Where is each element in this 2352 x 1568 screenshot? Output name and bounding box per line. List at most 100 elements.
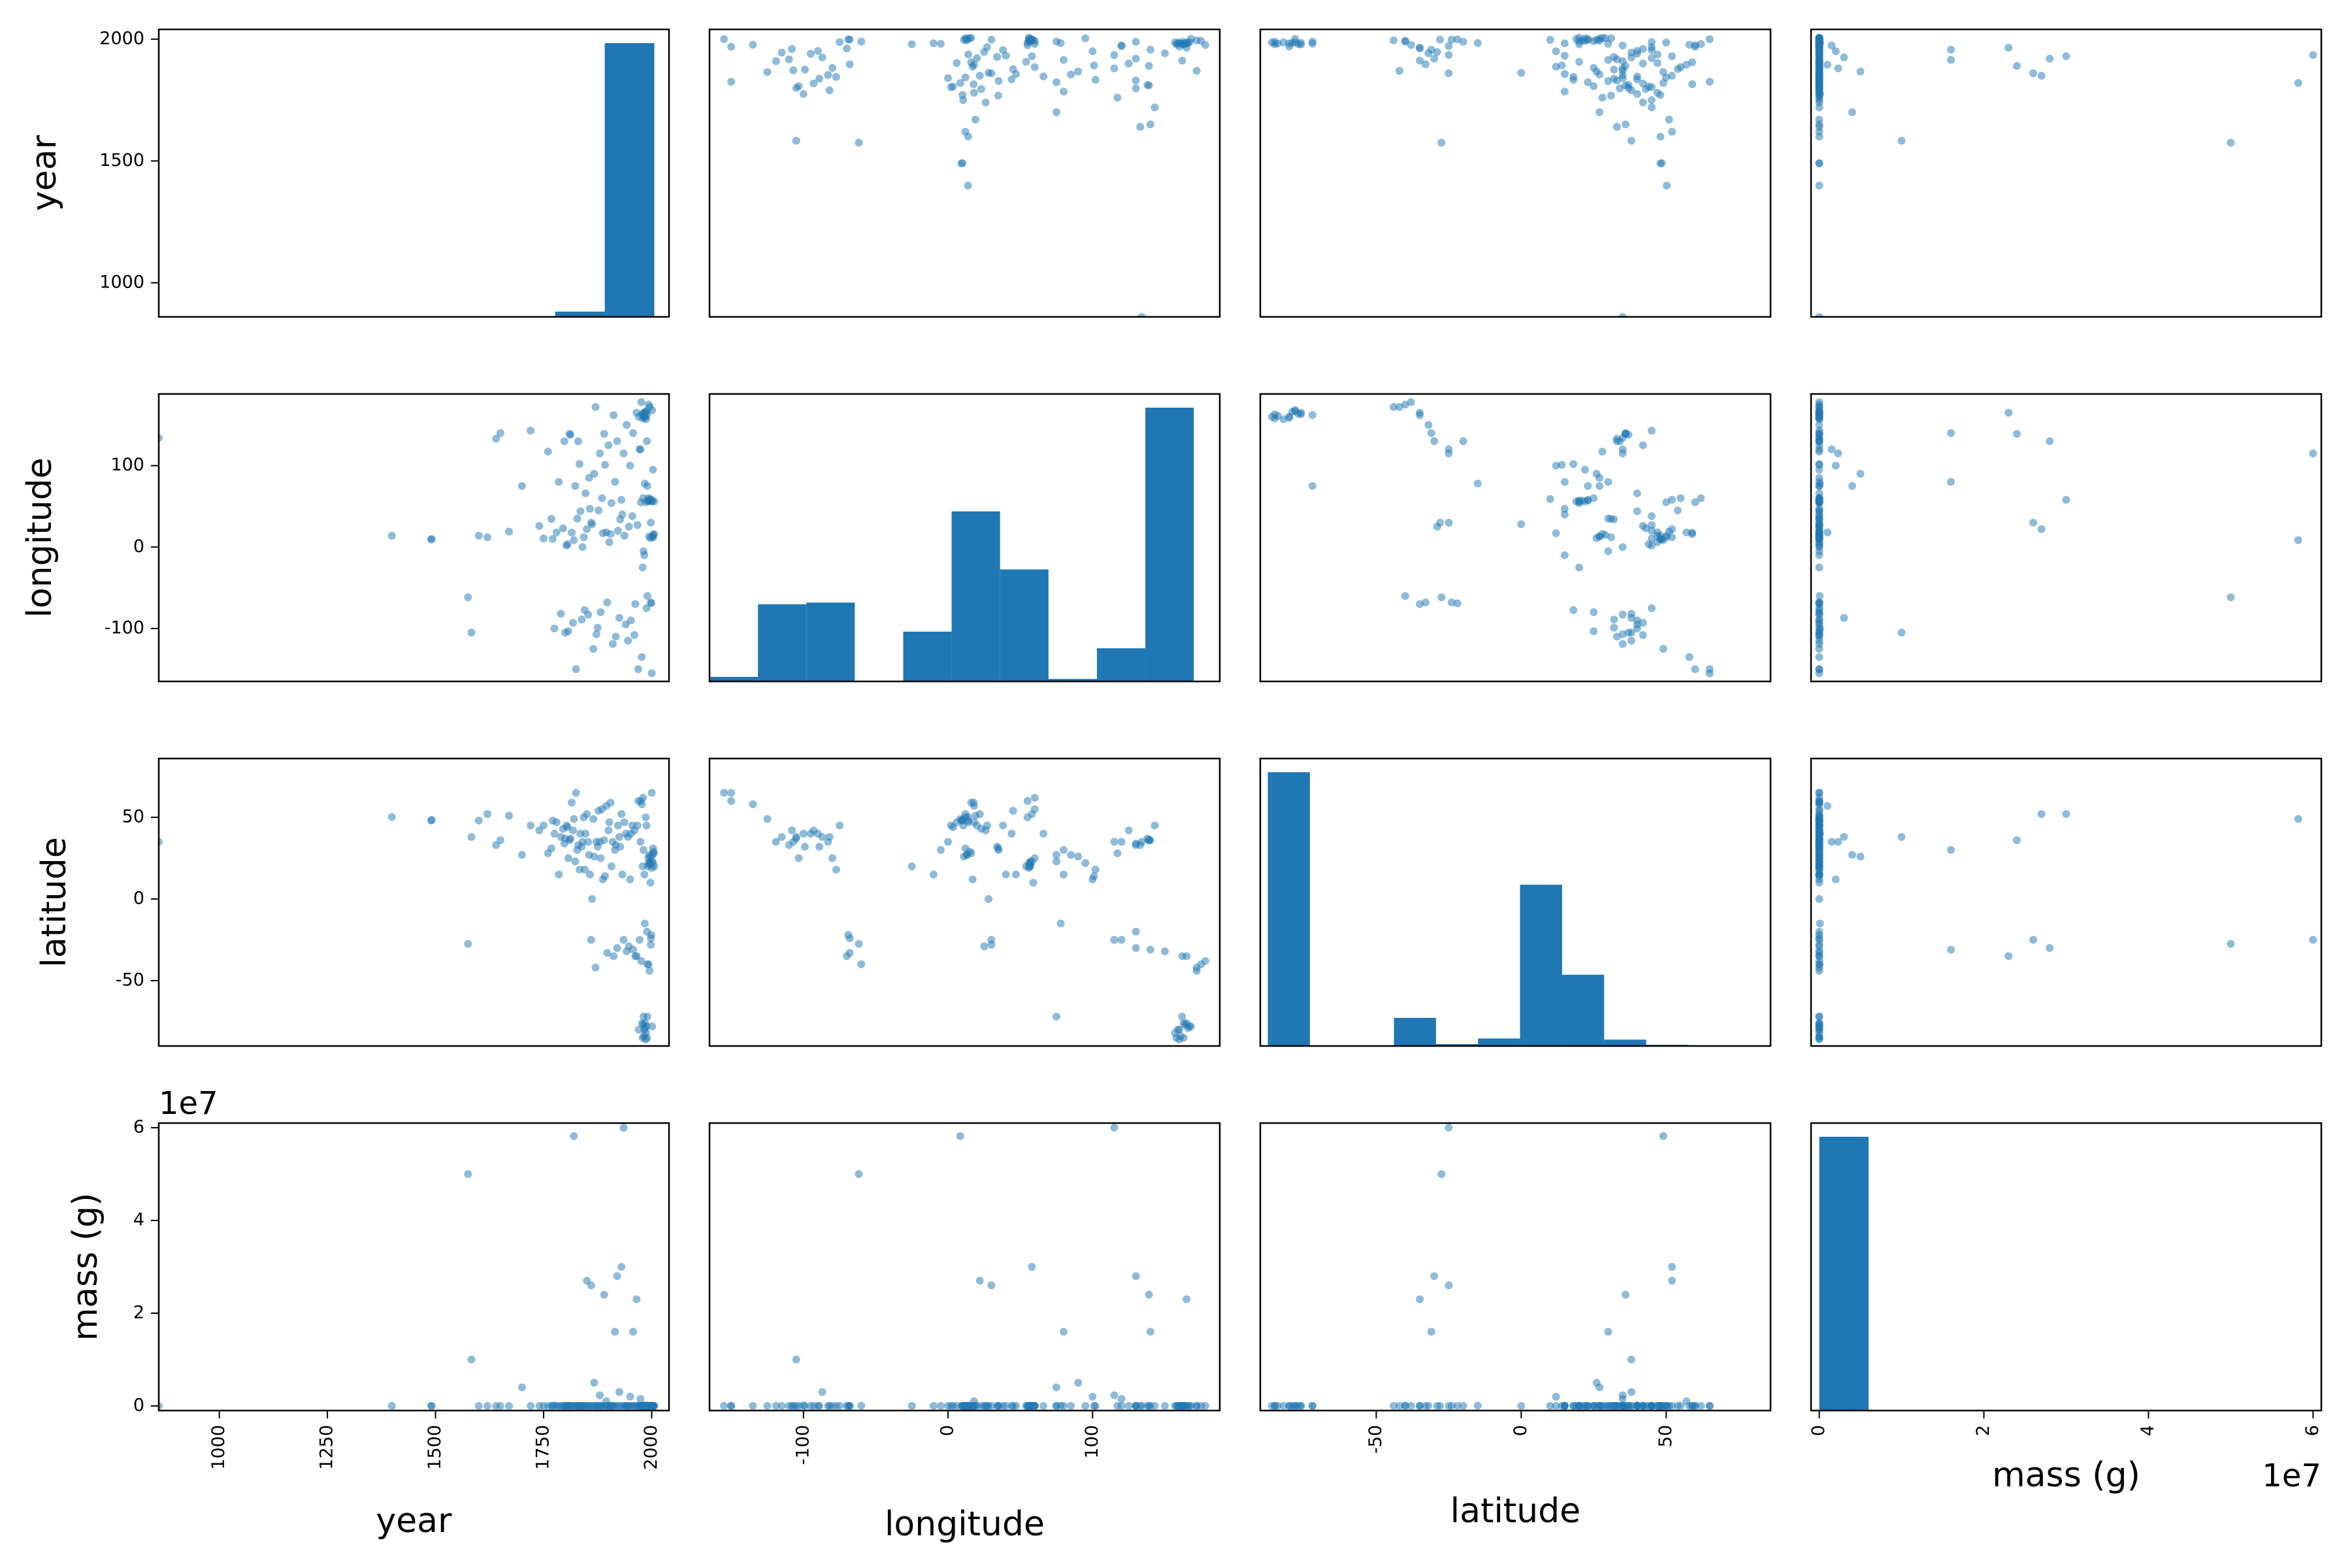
- scatter-point: [832, 73, 840, 81]
- panel-marks: [159, 42, 655, 317]
- scatter-point: [1815, 431, 1823, 439]
- scatter-point: [571, 482, 580, 490]
- scatter-point: [1517, 69, 1526, 77]
- scatter-point: [1308, 37, 1316, 46]
- scatter-point: [958, 159, 967, 167]
- scatter-point: [587, 936, 595, 944]
- scatter-point: [964, 818, 973, 826]
- scatter-point: [606, 530, 615, 538]
- scatter-point: [720, 1401, 728, 1410]
- scatter-point: [496, 836, 504, 844]
- scatter-point: [836, 821, 844, 830]
- scatter-point: [801, 65, 809, 74]
- scatter-point: [1459, 38, 1467, 46]
- scatter-point: [636, 1395, 645, 1403]
- scatter-point: [1424, 421, 1433, 429]
- scatter-point: [640, 551, 649, 559]
- scatter-point: [613, 527, 622, 535]
- scatter-point: [1430, 54, 1439, 63]
- scatter-point: [1848, 108, 1856, 116]
- scatter-point: [2012, 61, 2021, 70]
- scatter-point: [1897, 137, 1906, 145]
- scatter-point: [1659, 645, 1667, 653]
- scatter-point: [1546, 1401, 1554, 1410]
- scatter-point: [1192, 36, 1201, 44]
- scatter-point: [588, 520, 596, 529]
- scatter-point: [975, 810, 984, 818]
- scatter-point: [571, 857, 580, 866]
- scatter-point: [557, 610, 565, 618]
- y-tick-label: 0: [133, 536, 144, 557]
- scatter-point: [640, 480, 649, 488]
- scatter-point: [1517, 520, 1526, 529]
- scatter-point: [1575, 497, 1584, 506]
- scatter-point: [777, 48, 786, 57]
- scatter-point: [1688, 58, 1697, 67]
- scatter-point: [2046, 437, 2054, 446]
- scatter-point: [627, 616, 635, 625]
- scatter-point: [1575, 57, 1584, 66]
- scatter-point: [1445, 51, 1453, 59]
- scatter-point: [1653, 59, 1661, 67]
- scatter-point: [1823, 802, 1832, 810]
- hist-bar: [710, 677, 759, 681]
- scatter-point: [1117, 41, 1126, 50]
- scatter-point: [1124, 826, 1133, 834]
- scatter-point: [907, 862, 916, 870]
- scatter-point: [1815, 1022, 1823, 1030]
- scatter-point: [1023, 813, 1032, 821]
- x-tick-label: 0: [1808, 1425, 1829, 1436]
- y-axis-label-mass-g: mass (g): [66, 1193, 105, 1341]
- scatter-point: [1291, 35, 1299, 43]
- hist-bar: [1520, 885, 1562, 1046]
- scatter-point: [936, 1401, 945, 1410]
- scatter-point: [772, 838, 780, 846]
- scatter-point: [592, 630, 600, 638]
- scatter-point: [1445, 1281, 1453, 1290]
- scatter-point: [993, 53, 1002, 61]
- hist-bar: [1478, 1038, 1520, 1046]
- scatter-point: [595, 506, 603, 515]
- scatter-point: [572, 789, 580, 797]
- scatter-point: [967, 849, 975, 857]
- scatter-point: [1271, 410, 1279, 419]
- scatter-point: [2012, 836, 2021, 844]
- scatter-point: [483, 1401, 492, 1410]
- scatter-point: [1117, 1401, 1126, 1410]
- scatter-point: [585, 870, 594, 879]
- scatter-point: [387, 1401, 396, 1410]
- scatter-point: [1947, 56, 1955, 64]
- scatter-point: [600, 836, 608, 844]
- scatter-point: [2294, 536, 2302, 544]
- scatter-point: [1598, 448, 1607, 456]
- scatter-point: [1639, 44, 1647, 53]
- scatter-point: [600, 430, 608, 438]
- scatter-point: [629, 945, 638, 954]
- panel-marks: [159, 398, 659, 678]
- scatter-point: [749, 1401, 757, 1410]
- scatter-point: [619, 449, 628, 457]
- scatter-point: [613, 1272, 621, 1281]
- scatter-point: [1610, 53, 1618, 61]
- scatter-point: [1662, 533, 1671, 542]
- scatter-point: [1618, 41, 1627, 50]
- scatter-point: [647, 518, 655, 527]
- scatter-point: [590, 1379, 598, 1387]
- scatter-point: [1653, 538, 1661, 546]
- scatter-point: [1691, 1401, 1699, 1410]
- scatter-point: [1653, 88, 1661, 97]
- x-offset-label: 1e7: [2262, 1458, 2321, 1494]
- scatter-point: [763, 1401, 772, 1410]
- y-tick-label: -50: [116, 970, 144, 990]
- panel-frame: [708, 393, 1221, 683]
- scatter-point: [1697, 494, 1705, 502]
- scatter-point: [636, 445, 645, 453]
- scatter-point: [2309, 51, 2317, 59]
- panel-marks: [1819, 1136, 2313, 1411]
- scatter-point: [564, 854, 572, 862]
- scatter-point: [727, 42, 736, 51]
- scatter-point: [1023, 1401, 1032, 1410]
- scatter-point: [1271, 1401, 1279, 1410]
- scatter-point: [527, 821, 535, 830]
